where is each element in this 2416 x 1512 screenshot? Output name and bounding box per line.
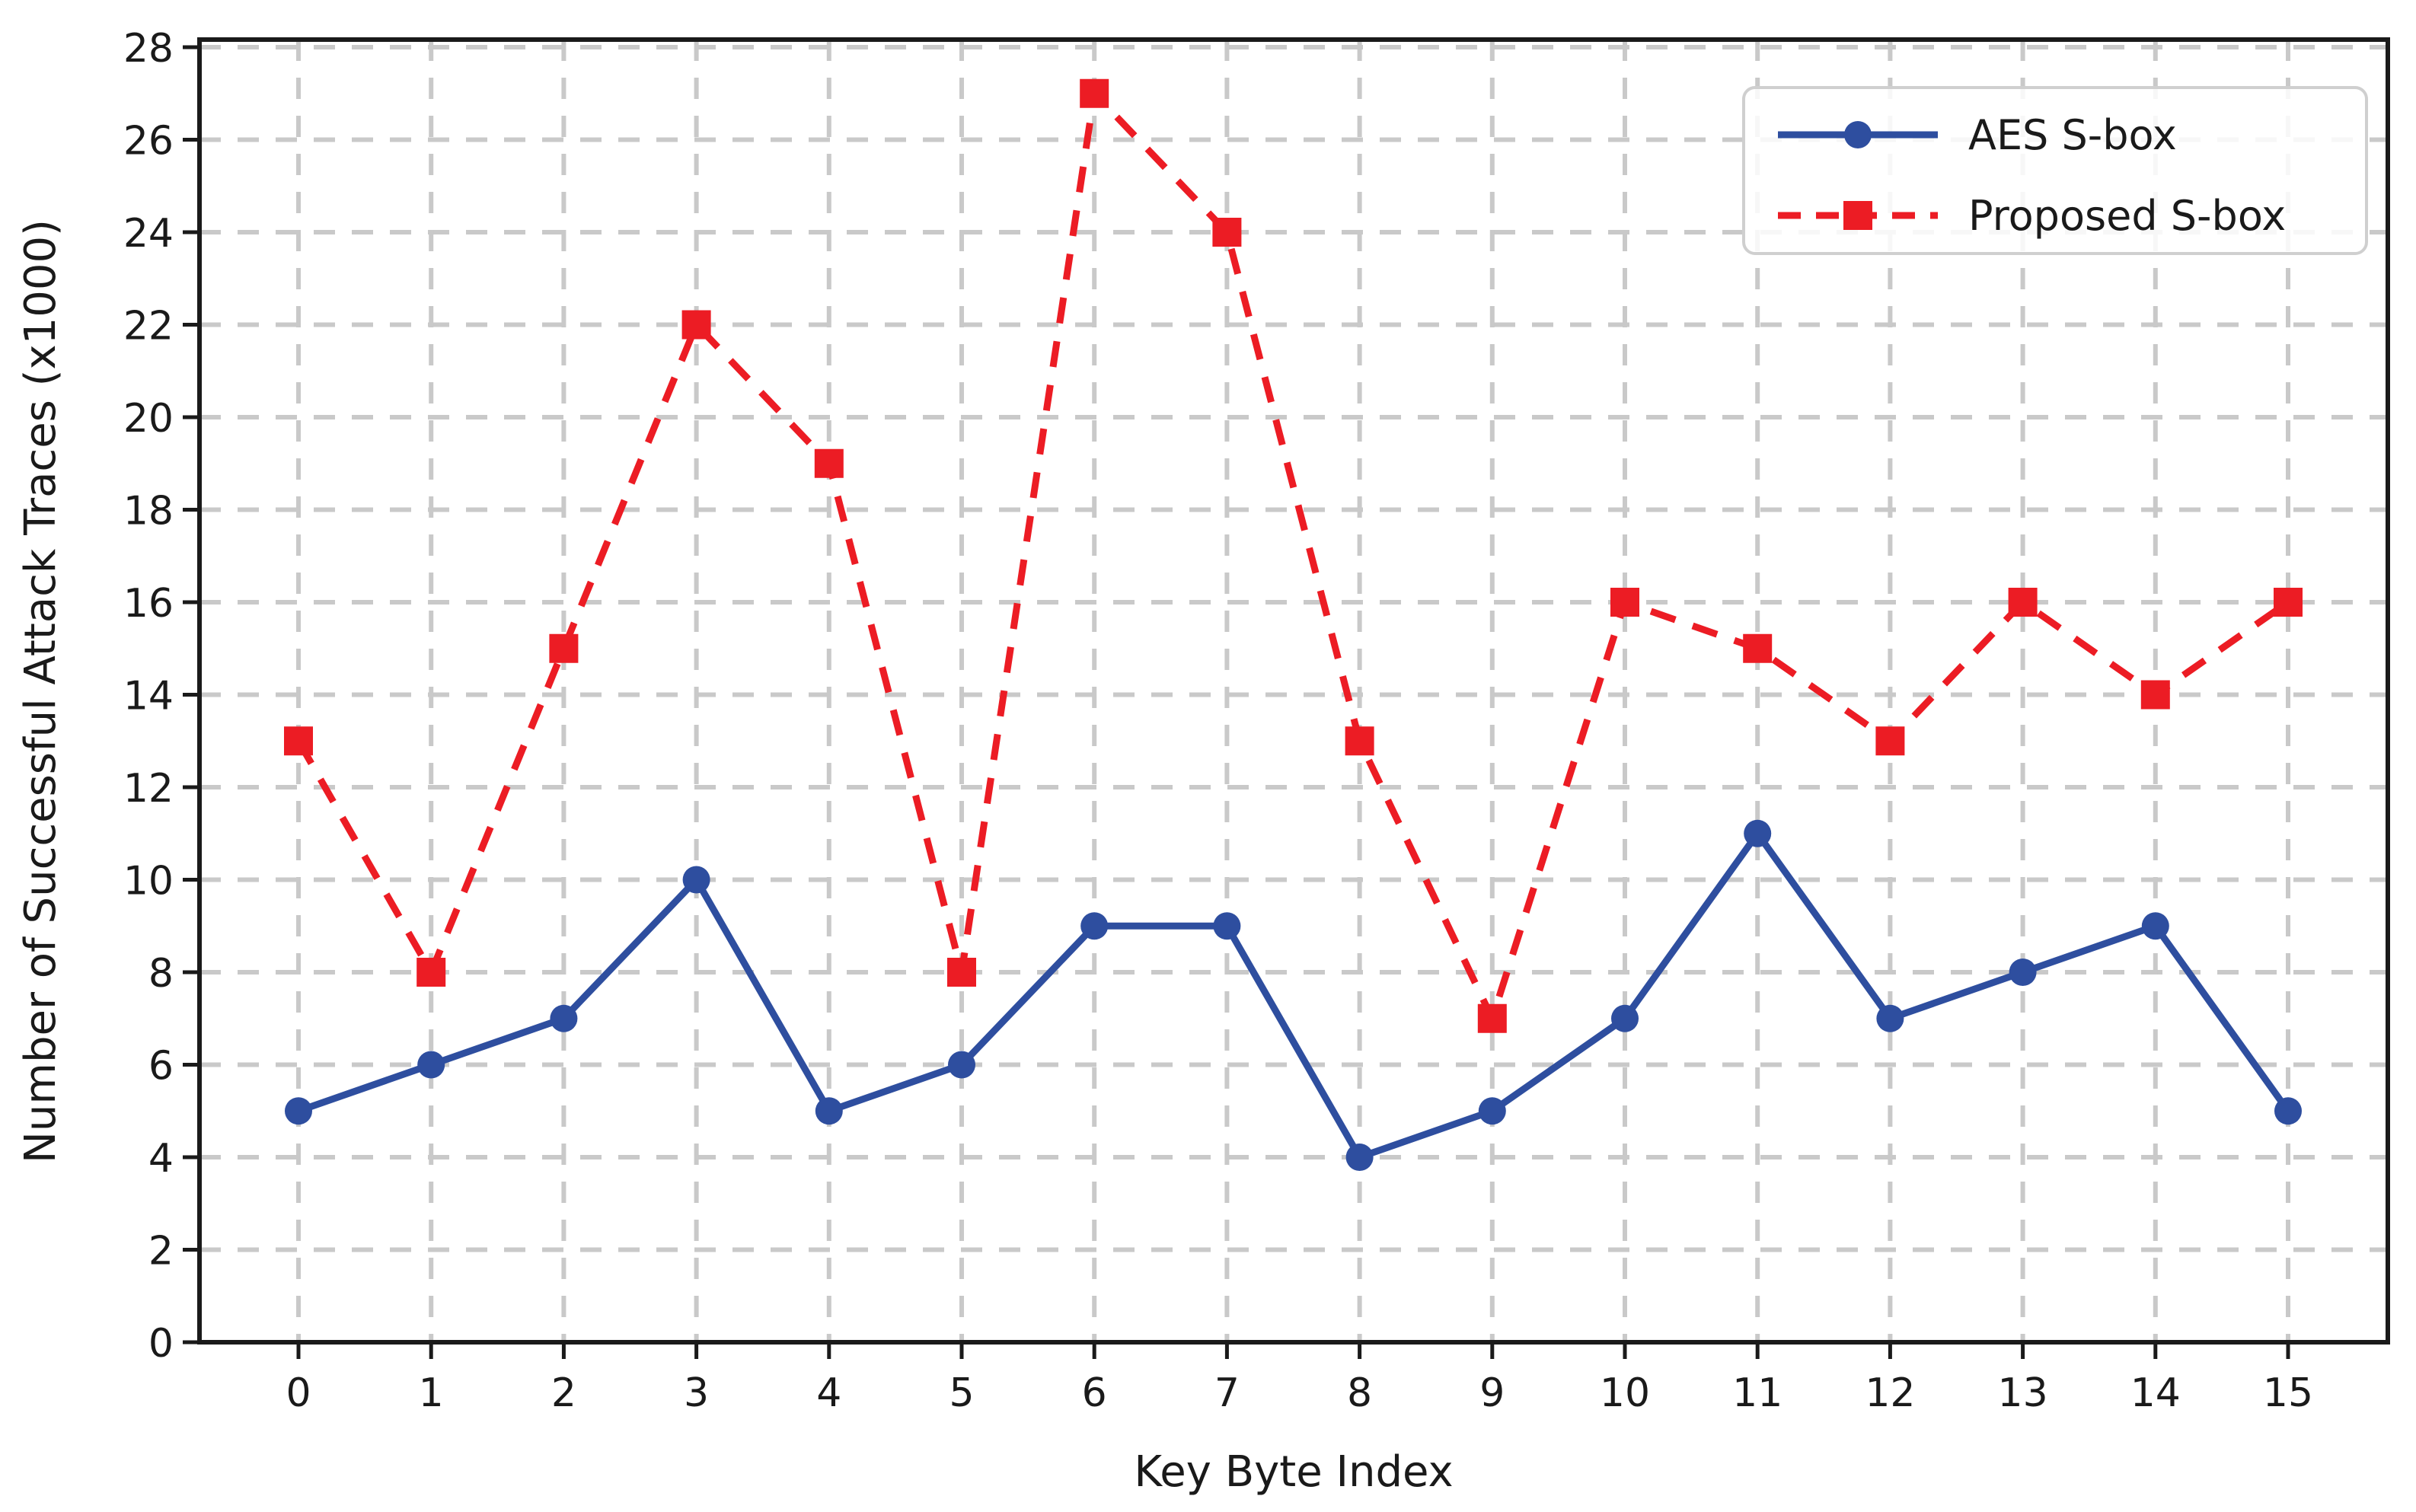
square-marker — [549, 633, 579, 663]
data-series — [284, 78, 2303, 1171]
plot-border — [197, 37, 2390, 1345]
y-tick-label: 0 — [148, 1321, 174, 1367]
x-tick-label: 0 — [286, 1370, 311, 1416]
series-line-proposed-s-box — [295, 90, 2290, 1022]
x-axis-title: Key Byte Index — [1134, 1447, 1453, 1497]
square-marker — [814, 448, 844, 478]
series-line-aes-s-box — [297, 830, 2291, 1161]
x-tick-label: 13 — [1998, 1370, 2048, 1416]
square-marker — [2140, 680, 2170, 710]
y-axis-title: Number of Successful Attack Traces (x100… — [16, 219, 65, 1163]
x-tick-label: 5 — [949, 1370, 974, 1416]
circle-marker — [682, 866, 710, 894]
legend-label: AES S-box — [1968, 111, 2177, 159]
y-tick-label: 10 — [123, 859, 174, 904]
axes-box — [197, 37, 2390, 1345]
x-tick-label: 6 — [1082, 1370, 1107, 1416]
x-tick-label: 4 — [816, 1370, 841, 1416]
x-tick-label: 1 — [419, 1370, 444, 1416]
circle-marker — [1345, 1144, 1374, 1171]
circle-marker — [550, 1004, 578, 1032]
x-tick-label: 8 — [1347, 1370, 1372, 1416]
square-marker — [1212, 218, 1242, 247]
y-tick-label: 26 — [123, 119, 174, 164]
x-tick-label: 11 — [1732, 1370, 1782, 1416]
square-marker — [1345, 726, 1374, 756]
circle-marker — [1844, 121, 1872, 148]
y-tick-label: 4 — [148, 1136, 174, 1182]
square-marker — [947, 958, 976, 987]
y-tick-label: 24 — [123, 211, 174, 257]
circle-marker — [2274, 1097, 2302, 1125]
x-tick-label: 14 — [2130, 1370, 2181, 1416]
x-tick-label: 15 — [2263, 1370, 2313, 1416]
y-tick-label: 22 — [123, 304, 174, 349]
circle-marker — [2141, 912, 2169, 940]
y-tick-label: 6 — [148, 1044, 174, 1089]
axis-ticks: 0 1 2 3 4 5 6 7 8 9 10 11 12 13 14 15024681012141618202… — [123, 26, 2313, 1416]
legend: AES S-box Proposed S-box — [1742, 86, 2368, 255]
circle-marker — [1478, 1097, 1506, 1125]
legend-label: Proposed S-box — [1968, 192, 2286, 240]
square-marker — [1843, 201, 1872, 230]
x-tick-label: 10 — [1600, 1370, 1650, 1416]
circle-marker — [285, 1097, 312, 1125]
x-tick-label: 7 — [1214, 1370, 1240, 1416]
circle-marker — [948, 1051, 975, 1079]
y-tick-label: 12 — [123, 766, 174, 812]
circle-marker — [1213, 912, 1241, 940]
circle-marker — [1876, 1004, 1904, 1032]
x-tick-label: 9 — [1479, 1370, 1505, 1416]
circle-marker — [2009, 959, 2037, 986]
square-marker — [1875, 726, 1905, 756]
square-marker — [284, 726, 313, 756]
circle-marker — [1611, 1004, 1639, 1032]
square-marker — [1743, 633, 1773, 663]
grid-lines — [199, 40, 2388, 1342]
square-marker — [1477, 1003, 1507, 1033]
y-tick-label: 18 — [123, 489, 174, 534]
y-tick-label: 14 — [123, 674, 174, 719]
square-marker — [681, 310, 711, 340]
x-tick-label: 2 — [551, 1370, 576, 1416]
square-marker — [1080, 78, 1109, 108]
circle-marker — [815, 1097, 843, 1125]
y-tick-label: 28 — [123, 26, 174, 72]
circle-marker — [1080, 912, 1109, 940]
circle-marker — [1744, 819, 1772, 847]
square-marker — [2008, 588, 2038, 617]
y-tick-label: 2 — [148, 1229, 174, 1274]
circle-marker — [417, 1051, 445, 1079]
x-tick-label: 3 — [684, 1370, 709, 1416]
y-tick-label: 20 — [123, 396, 174, 442]
y-tick-label: 16 — [123, 581, 174, 627]
square-marker — [416, 958, 446, 987]
x-tick-label: 12 — [1865, 1370, 1915, 1416]
y-tick-label: 8 — [148, 951, 174, 997]
square-marker — [1610, 588, 1639, 617]
square-marker — [2274, 588, 2303, 617]
